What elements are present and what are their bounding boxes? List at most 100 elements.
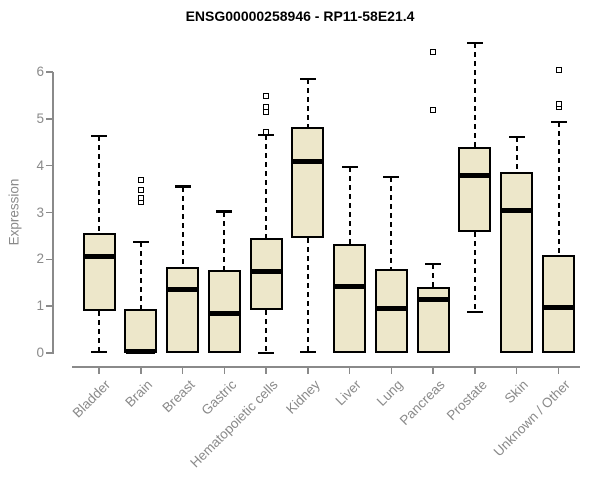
lower-whisker-bladder: [98, 310, 100, 353]
upper-whisker-hematopoietic-cells: [265, 134, 268, 239]
x-tick-skin: [515, 367, 518, 374]
median-line-hematopoietic-cells: [251, 269, 281, 274]
box-unknown-other: [542, 255, 575, 353]
upper-whisker-skin: [515, 137, 518, 172]
lower-whisker-cap-bladder: [91, 350, 107, 354]
median-line-bladder: [84, 254, 114, 260]
x-tick-hematopoietic-cells: [265, 367, 267, 374]
upper-whisker-cap-brain: [132, 240, 149, 244]
y-tick-label: 3: [36, 204, 44, 220]
outlier-point-pancreas: [430, 106, 437, 113]
box-liver: [333, 243, 367, 353]
y-tick-label: 4: [36, 157, 44, 173]
box-kidney: [291, 126, 325, 238]
x-category-label-skin: Skin: [502, 377, 532, 407]
median-line-unknown-other: [544, 304, 573, 310]
upper-whisker-gastric: [223, 211, 226, 271]
x-tick-lung: [390, 367, 393, 374]
upper-whisker-cap-liver: [341, 165, 358, 169]
outlier-point-brain: [137, 187, 144, 194]
x-tick-breast: [181, 367, 184, 374]
x-category-label-kidney: Kidney: [282, 377, 323, 417]
lower-whisker-kidney: [306, 237, 309, 353]
lower-whisker-cap-hematopoietic-cells: [258, 351, 275, 355]
outlier-point-pancreas: [430, 49, 437, 56]
upper-whisker-bladder: [98, 136, 100, 233]
x-category-label-brain: Brain: [122, 377, 156, 410]
median-line-breast: [168, 287, 198, 293]
outlier-point-brain: [137, 194, 144, 201]
upper-whisker-liver: [348, 167, 351, 244]
x-category-label-prostate: Prostate: [443, 377, 490, 424]
median-line-kidney: [293, 159, 323, 165]
outlier-point-brain: [137, 177, 144, 184]
y-tick-label: 1: [36, 298, 44, 314]
y-tick: [46, 164, 53, 167]
median-line-liver: [335, 283, 365, 289]
x-tick-prostate: [474, 367, 476, 374]
x-tick-unknown-other: [557, 367, 560, 374]
x-tick-kidney: [307, 367, 309, 374]
y-tick: [46, 352, 53, 354]
x-category-label-lung: Lung: [374, 377, 407, 409]
lower-whisker-hematopoietic-cells: [265, 309, 268, 353]
upper-whisker-breast: [181, 186, 184, 267]
x-category-label-gastric: Gastric: [198, 377, 239, 418]
y-tick-label: 5: [36, 110, 44, 126]
y-tick-label: 2: [36, 251, 44, 267]
median-line-skin: [502, 207, 532, 213]
upper-whisker-kidney: [306, 79, 309, 127]
upper-whisker-brain: [139, 242, 142, 310]
outlier-point-hematopoietic-cells: [263, 104, 270, 111]
y-tick: [46, 258, 53, 261]
x-tick-brain: [140, 367, 142, 374]
upper-whisker-cap-skin: [508, 135, 525, 139]
y-tick: [46, 305, 53, 307]
median-line-prostate: [460, 173, 490, 179]
upper-whisker-cap-lung: [383, 175, 400, 179]
box-hematopoietic-cells: [249, 238, 283, 310]
x-axis-line: [72, 366, 580, 368]
x-tick-bladder: [98, 367, 100, 374]
x-category-label-unknown-other: Unknown / Other: [490, 377, 574, 460]
x-category-label-pancreas: Pancreas: [396, 377, 448, 428]
median-line-gastric: [209, 310, 239, 316]
box-skin: [500, 171, 534, 353]
median-line-pancreas: [418, 296, 448, 302]
upper-whisker-cap-pancreas: [425, 262, 442, 266]
outlier-point-hematopoietic-cells: [263, 128, 270, 135]
median-line-lung: [376, 306, 406, 312]
median-line-brain: [126, 348, 156, 354]
lower-whisker-cap-prostate: [466, 310, 483, 314]
y-tick-label: 0: [36, 345, 44, 360]
x-tick-pancreas: [432, 367, 434, 374]
box-brain: [124, 309, 158, 353]
upper-whisker-prostate: [473, 42, 476, 147]
upper-whisker-cap-kidney: [299, 77, 316, 81]
outlier-point-unknown-other: [555, 100, 562, 107]
x-category-label-liver: Liver: [332, 377, 365, 409]
x-tick-gastric: [223, 367, 226, 374]
y-tick: [46, 211, 53, 214]
box-bladder: [82, 232, 116, 311]
chart-title: ENSG00000258946 - RP11-58E21.4: [185, 8, 415, 24]
upper-whisker-cap-prostate: [466, 41, 483, 45]
y-tick: [46, 71, 53, 73]
y-tick: [46, 118, 53, 120]
lower-whisker-prostate: [473, 232, 476, 312]
upper-whisker-cap-bladder: [91, 134, 107, 138]
upper-whisker-lung: [390, 176, 393, 270]
lower-whisker-cap-kidney: [299, 350, 316, 354]
x-tick-liver: [348, 367, 351, 374]
y-tick-label: 6: [36, 64, 44, 79]
box-prostate: [458, 146, 492, 233]
box-breast: [166, 266, 200, 353]
upper-whisker-cap-breast: [174, 185, 191, 188]
x-category-label-breast: Breast: [158, 377, 198, 416]
outlier-point-unknown-other: [555, 66, 562, 73]
upper-whisker-cap-unknown-other: [550, 120, 567, 124]
x-category-label-bladder: Bladder: [70, 377, 114, 421]
outlier-point-hematopoietic-cells: [263, 93, 270, 100]
